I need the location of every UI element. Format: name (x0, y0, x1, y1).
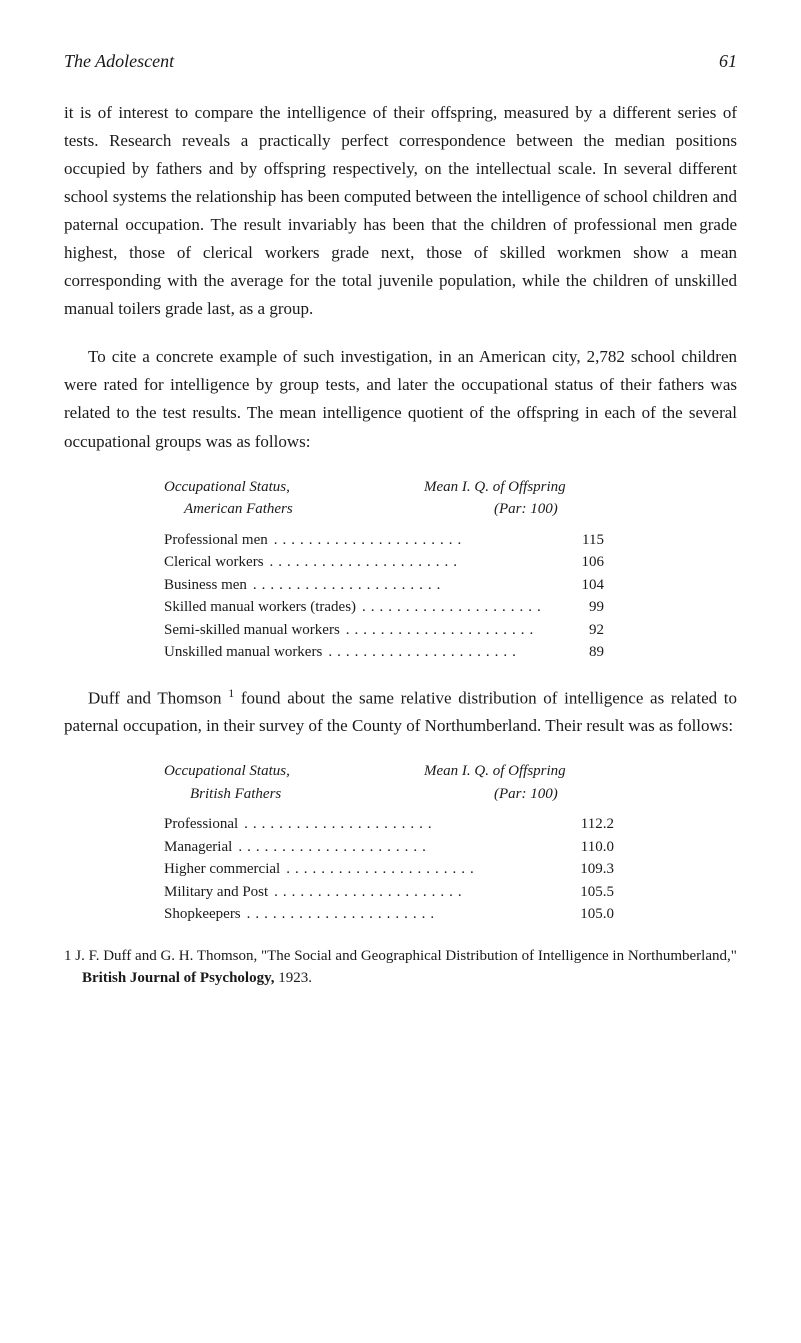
row-label-cell: Professional men...................... (164, 529, 544, 552)
dot-leader: ...................... (322, 641, 544, 664)
footnote-1: 1 J. F. Duff and G. H. Thomson, "The Soc… (64, 946, 737, 990)
dot-leader: ...................... (356, 596, 544, 619)
dot-leader: ...................... (241, 903, 544, 926)
row-label-cell: Professional...................... (164, 813, 544, 836)
row-label: Clerical workers (164, 551, 264, 574)
paragraph-3: Duff and Thomson 1 found about the same … (64, 684, 737, 741)
row-value: 106 (544, 551, 604, 574)
row-value: 92 (544, 619, 604, 642)
table-row: Unskilled manual workers................… (164, 641, 737, 664)
footnote-bold: British Journal of Psychology, (82, 970, 275, 986)
row-value: 104 (544, 574, 604, 597)
table-row: Business men......................104 (164, 574, 737, 597)
row-label-cell: Clerical workers...................... (164, 551, 544, 574)
row-label-cell: Business men...................... (164, 574, 544, 597)
dot-leader: ...................... (268, 881, 544, 904)
page-number: 61 (719, 48, 737, 75)
table-row: Professional......................112.2 (164, 813, 737, 836)
table-2-header-right-line2: (Par: 100) (424, 783, 566, 806)
paragraph-1: it is of interest to compare the intelli… (64, 99, 737, 323)
dot-leader: ...................... (232, 836, 544, 859)
paragraph-2: To cite a concrete example of such inves… (64, 343, 737, 455)
table-row: Clerical workers......................10… (164, 551, 737, 574)
table-1-header-left-line2: American Fathers (164, 498, 424, 521)
row-value: 99 (544, 596, 604, 619)
table-row: Managerial......................110.0 (164, 836, 737, 859)
row-label-cell: Semi-skilled manual workers.............… (164, 619, 544, 642)
table-2-header-left-line2: British Fathers (164, 783, 424, 806)
row-value: 89 (544, 641, 604, 664)
table-1: Occupational Status, American Fathers Me… (164, 476, 737, 664)
row-label: Shopkeepers (164, 903, 241, 926)
table-2-body: Professional......................112.2M… (164, 813, 737, 926)
dot-leader: ...................... (268, 529, 544, 552)
table-row: Professional men......................11… (164, 529, 737, 552)
table-2-header-right-line1: Mean I. Q. of Offspring (424, 760, 566, 783)
row-label: Semi-skilled manual workers (164, 619, 340, 642)
row-label: Professional (164, 813, 238, 836)
dot-leader: ...................... (280, 858, 544, 881)
table-row: Shopkeepers......................105.0 (164, 903, 737, 926)
footnote-text-post: 1923. (275, 970, 313, 986)
row-label: Higher commercial (164, 858, 280, 881)
table-2-header-left: Occupational Status, British Fathers (164, 760, 424, 805)
row-label: Business men (164, 574, 247, 597)
row-label-cell: Unskilled manual workers................… (164, 641, 544, 664)
footnote-marker: 1 (64, 948, 72, 964)
row-label-cell: Military and Post...................... (164, 881, 544, 904)
table-1-header-right-line1: Mean I. Q. of Offspring (424, 476, 566, 499)
row-label-cell: Managerial...................... (164, 836, 544, 859)
dot-leader: ...................... (247, 574, 544, 597)
row-label: Professional men (164, 529, 268, 552)
row-value: 105.0 (544, 903, 614, 926)
row-value: 109.3 (544, 858, 614, 881)
row-label-cell: Skilled manual workers (trades).........… (164, 596, 544, 619)
table-1-header: Occupational Status, American Fathers Me… (164, 476, 737, 521)
table-1-header-left: Occupational Status, American Fathers (164, 476, 424, 521)
p3-pre: Duff and Thomson (88, 688, 228, 707)
dot-leader: ...................... (264, 551, 544, 574)
dot-leader: ...................... (238, 813, 544, 836)
row-label-cell: Higher commercial...................... (164, 858, 544, 881)
table-1-header-right-line2: (Par: 100) (424, 498, 566, 521)
table-row: Semi-skilled manual workers.............… (164, 619, 737, 642)
table-row: Skilled manual workers (trades).........… (164, 596, 737, 619)
row-label-cell: Shopkeepers...................... (164, 903, 544, 926)
row-value: 112.2 (544, 813, 614, 836)
table-2-header-left-line1: Occupational Status, (164, 760, 424, 783)
header-title: The Adolescent (64, 48, 174, 75)
row-label: Military and Post (164, 881, 268, 904)
row-value: 110.0 (544, 836, 614, 859)
table-2-header-right: Mean I. Q. of Offspring (Par: 100) (424, 760, 566, 805)
row-label: Unskilled manual workers (164, 641, 322, 664)
table-row: Higher commercial......................1… (164, 858, 737, 881)
row-value: 105.5 (544, 881, 614, 904)
row-label: Managerial (164, 836, 232, 859)
row-label: Skilled manual workers (trades) (164, 596, 356, 619)
table-2-header: Occupational Status, British Fathers Mea… (164, 760, 737, 805)
row-value: 115 (544, 529, 604, 552)
page-header: The Adolescent 61 (64, 48, 737, 75)
table-row: Military and Post......................1… (164, 881, 737, 904)
table-1-header-right: Mean I. Q. of Offspring (Par: 100) (424, 476, 566, 521)
table-1-body: Professional men......................11… (164, 529, 737, 664)
footnote-text-pre: J. F. Duff and G. H. Thomson, "The Socia… (72, 948, 737, 964)
dot-leader: ...................... (340, 619, 544, 642)
table-2: Occupational Status, British Fathers Mea… (164, 760, 737, 926)
table-1-header-left-line1: Occupational Status, (164, 476, 424, 499)
